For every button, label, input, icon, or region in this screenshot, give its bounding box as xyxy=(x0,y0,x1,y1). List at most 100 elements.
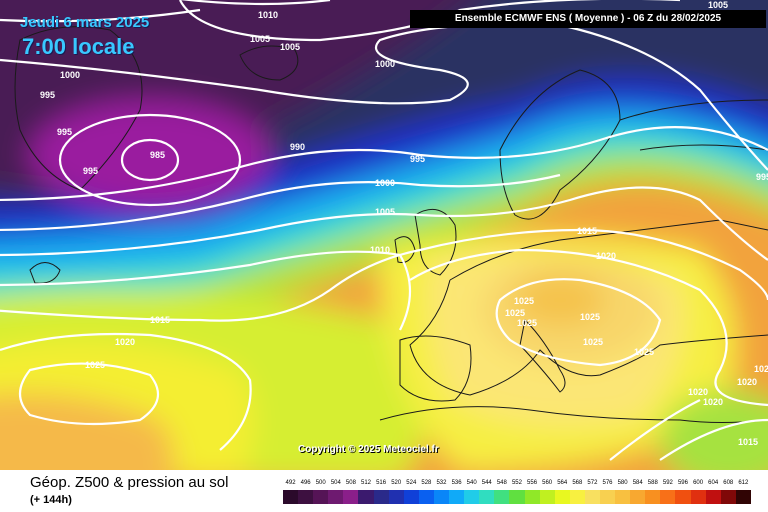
isobar-995 xyxy=(0,126,768,202)
scale-swatch xyxy=(584,490,600,504)
model-info-banner: Ensemble ECMWF ENS ( Moyenne ) - 06 Z du… xyxy=(410,10,766,28)
isobar-label: 1020 xyxy=(703,397,723,407)
scale-swatch xyxy=(358,490,374,504)
scale-label: 560 xyxy=(542,480,553,486)
isobar-label: 1010 xyxy=(370,245,390,255)
scale-label: 508 xyxy=(345,480,356,486)
scale-swatch xyxy=(554,490,570,504)
isobar-label: 1025 xyxy=(583,337,603,347)
scale-swatch xyxy=(494,490,510,504)
europe-outline xyxy=(409,219,768,396)
scale-label: 504 xyxy=(330,480,341,486)
scale-swatch xyxy=(479,490,495,504)
scale-swatch xyxy=(373,490,389,504)
isobar-label: 1000 xyxy=(375,59,395,69)
isobar-label: 985 xyxy=(150,150,165,160)
forecast-time: 7:00 locale xyxy=(22,34,135,59)
scale-swatch xyxy=(509,490,525,504)
isobar-label: 1005 xyxy=(375,207,395,217)
scale-swatch xyxy=(615,490,631,504)
scale-label: 576 xyxy=(602,480,613,486)
copyright-notice: Copyright © 2025 Meteociel.fr xyxy=(298,444,439,455)
scale-swatch xyxy=(343,490,359,504)
map-title: Géop. Z500 & pression au sol xyxy=(30,474,229,491)
british-isles-outline xyxy=(414,208,457,276)
scale-swatch xyxy=(735,490,751,504)
isobar-label: 1025 xyxy=(505,308,525,318)
isobar-1015 xyxy=(0,228,768,461)
isobar-1000 xyxy=(0,22,768,232)
color-scale-bar xyxy=(283,490,751,504)
isobar-label: 1025 xyxy=(580,312,600,322)
scale-swatch xyxy=(464,490,480,504)
iceland-outline xyxy=(239,45,299,81)
isobar-990 xyxy=(58,113,242,207)
isobar-label: 1020 xyxy=(596,251,616,261)
scale-label: 556 xyxy=(527,480,538,486)
isobar-label: 1025 xyxy=(514,296,534,306)
isobar-label: 1020 xyxy=(115,337,135,347)
scale-swatch xyxy=(298,490,314,504)
scale-label: 552 xyxy=(511,480,522,486)
isobar-1025-europe xyxy=(495,278,662,367)
scale-label: 516 xyxy=(376,480,387,486)
scale-swatch xyxy=(599,490,616,504)
isobar-1010 xyxy=(0,0,412,331)
scale-label: 532 xyxy=(436,480,447,486)
isobar-label: 1020 xyxy=(737,377,757,387)
isobar-label: 1000 xyxy=(375,178,395,188)
scale-label: 496 xyxy=(300,480,311,486)
forecast-date: Jeudi 6 mars 2025 xyxy=(20,14,150,31)
scale-swatch xyxy=(403,490,419,504)
scale-swatch xyxy=(283,490,299,504)
isobar-label: 1000 xyxy=(60,70,80,80)
scale-label: 564 xyxy=(557,480,568,486)
scale-swatch xyxy=(539,490,555,504)
scale-label: 584 xyxy=(632,480,643,486)
scale-swatch xyxy=(313,490,329,504)
scale-label: 528 xyxy=(421,480,432,486)
isobar-label: 1015 xyxy=(738,437,758,447)
isobar-label: 995 xyxy=(40,90,55,100)
color-scale-labels: 492 496 500 504 508 512 516 520 524 528 532 536 540 5… xyxy=(283,480,751,490)
forecast-range: (+ 144h) xyxy=(30,494,72,506)
isobar-label: 1005 xyxy=(250,34,270,44)
north-africa-outline xyxy=(379,406,768,423)
scale-label: 512 xyxy=(361,480,372,486)
isobar-label: 1005 xyxy=(708,0,728,10)
scale-label: 580 xyxy=(617,480,628,486)
scale-label: 500 xyxy=(315,480,326,486)
scale-label: 520 xyxy=(391,480,402,486)
scandinavia-outline xyxy=(499,69,621,220)
isobar-label: 990 xyxy=(290,142,305,152)
scale-label: 592 xyxy=(662,480,673,486)
map-footer: Géop. Z500 & pression au sol (+ 144h) 49… xyxy=(0,470,768,512)
isobar-label: 1015 xyxy=(577,226,597,236)
scale-swatch xyxy=(705,490,721,504)
scale-swatch xyxy=(433,490,450,504)
isobar-label: 995 xyxy=(756,172,768,182)
isobar-1020 xyxy=(0,248,768,461)
italy-outline xyxy=(519,318,566,393)
scale-label: 544 xyxy=(481,480,492,486)
scale-swatch xyxy=(690,490,706,504)
scale-label: 596 xyxy=(677,480,688,486)
isobar-labels: 1010 1005 1005 1000 1005 1000 995 995 98… xyxy=(40,0,768,447)
scale-swatch xyxy=(418,490,434,504)
iberia-outline xyxy=(399,335,472,402)
scale-label: 588 xyxy=(647,480,658,486)
scale-swatch xyxy=(675,490,691,504)
scale-swatch xyxy=(630,490,646,504)
isobar-label: 995 xyxy=(410,154,425,164)
scale-swatch xyxy=(569,490,585,504)
isobars xyxy=(0,0,768,460)
scale-swatch xyxy=(524,490,540,504)
scale-swatch xyxy=(388,490,404,504)
russia-outline xyxy=(619,99,768,151)
scale-label: 548 xyxy=(496,480,507,486)
scale-swatch xyxy=(645,490,661,504)
isobar-label: 1025 xyxy=(85,360,105,370)
isobar-1025 xyxy=(18,362,160,426)
scale-label: 536 xyxy=(451,480,462,486)
scale-label: 524 xyxy=(406,480,417,486)
